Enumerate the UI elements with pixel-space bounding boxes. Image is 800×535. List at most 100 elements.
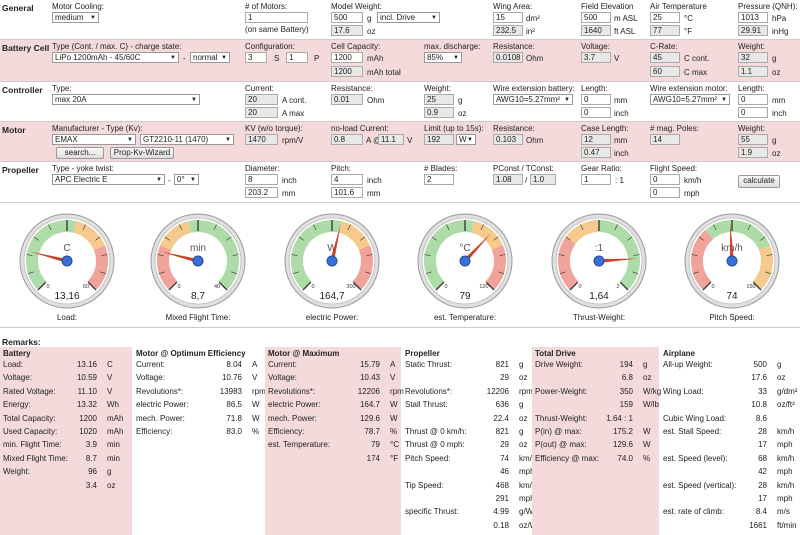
length1-input[interactable]: 0 [581,94,611,105]
wire-motor-select[interactable]: AWG10=5.27mm² [650,94,730,105]
c-rate-max-unit: C max [684,68,708,77]
prop-type-select[interactable]: APC Electric E [52,174,165,185]
remarks-column-title: Total Drive [535,349,576,358]
remarks-row-unit: oz [643,373,652,383]
gauge-tick [37,281,47,291]
gauge-tick [614,224,618,230]
field-elevation-ft-unit: ft ASL [614,27,636,36]
diameter-mm-unit: mm [282,189,296,198]
remarks-row-value: 1020 [79,426,97,436]
remarks-row: Pitch Speed: 74 km/h [405,453,536,467]
remarks-row: est. rate of climb: 8.4 m/s [663,507,797,520]
remarks-row-unit: min [107,440,120,450]
gauge-zone [87,245,108,290]
remarks-column-title: Propeller [405,349,440,358]
pitch-mm[interactable]: 101.6 [331,187,363,198]
gauge-tick [702,281,712,291]
wire-battery-select[interactable]: AWG10=5.27mm² [493,94,573,105]
gear-ratio-input[interactable]: 1 [581,174,611,185]
model-weight-mode-select[interactable]: incl. Drive [377,12,440,23]
pitch-input[interactable]: 4 [331,174,363,185]
remarks-row-label: Power-Weight: [535,386,588,396]
remarks-row-label: Total Capacity: [3,413,56,423]
pitch-label: Pitch: [331,164,352,173]
c-rate-cont-unit: C cont. [684,54,710,63]
charge-state-select[interactable]: normal [190,52,230,63]
num-motors-input[interactable]: 1 [245,12,308,23]
motor-manufacturer-select[interactable]: EMAX [52,134,136,145]
remarks-heading: Remarks: [2,337,41,347]
max-discharge-select[interactable]: 85% [424,52,462,63]
gauge-hub [61,255,73,267]
blades-input[interactable]: 2 [424,174,454,185]
remarks-row-value: 129.6 [359,413,380,423]
gauge-tick [446,224,450,230]
calculate-button[interactable]: calculate [738,175,780,188]
gauge-tick [101,254,108,256]
remarks-row-value: 164.7 [359,400,380,410]
remarks-row-value: 28 [758,426,767,436]
gauge-caption-flight-time: Mixed Flight Time: [165,313,231,322]
remarks-row-value: 13.16 [76,360,97,369]
remarks-row-unit: V [107,386,113,396]
yoke-twist-select[interactable]: 0° [174,174,199,185]
remarks-row-value: 74 [500,453,509,463]
length2-input[interactable]: 0 [738,94,768,105]
controller-weight-oz: 0.9 [424,107,454,118]
battery-weight-label: Weight: [738,42,765,51]
total-capacity-unit: mAh total [367,68,401,77]
remarks-row-unit: rpm [390,386,404,396]
prop-kv-wizard-button[interactable]: Prop-Kv-Wizard [110,147,174,159]
model-weight-input[interactable]: 500 [331,12,363,23]
gauge-hub [459,255,471,267]
diameter-mm[interactable]: 203.2 [245,187,278,198]
battery-resistance: 0.0108 [493,52,523,63]
model-weight-oz-unit: oz [367,27,376,36]
remarks-row-label: Thrust @ 0 mph: [405,440,465,450]
remarks-row-unit: g [519,400,524,410]
length1-inch[interactable]: 0 [581,107,611,118]
remarks-row-label: Used Capacity: [3,426,58,436]
controller-type-select[interactable]: max 20A [52,94,200,105]
config-p-input[interactable]: 1 [286,52,308,63]
length2-inch[interactable]: 0 [738,107,768,118]
remarks-row-value: 29 [500,373,509,383]
controller-resistance-unit: Ohm [367,96,385,105]
remarks-row-unit: C [107,360,113,369]
pressure-label: Pressure (QNH): [738,2,798,11]
field-elevation-unit: m ASL [614,14,638,23]
cell-capacity-input[interactable]: 1200 [331,52,363,63]
remarks-row-unit: W [252,400,260,410]
remarks-row-value: 12206 [486,386,509,396]
config-s-input[interactable]: 3 [245,52,267,63]
remarks-row-value: 194 [619,360,633,369]
motor-cooling-select[interactable]: medium [52,12,99,23]
motor-type-select[interactable]: GT2210-11 (1470) [140,134,234,145]
gauge-tick [27,271,34,274]
diameter-input[interactable]: 8 [245,174,278,185]
remarks-row: Cubic Wing Load: 8.6 [663,414,797,427]
field-elevation-input[interactable]: 500 [581,12,611,23]
remarks-row-value: 22.4 [493,413,509,423]
c-rate-label: C-Rate: [650,42,678,51]
pconst-value: 1.08 [493,174,523,185]
flight-speed-mph[interactable]: 0 [650,187,680,198]
search-button[interactable]: search... [56,147,104,159]
flight-speed-input[interactable]: 0 [650,174,680,185]
pressure-input[interactable]: 1013 [738,12,768,23]
limit-unit-select[interactable]: W [456,134,476,145]
remarks-row-unit: ft/min [777,520,797,530]
blades-label: # Blades: [424,164,458,173]
air-temp-input[interactable]: 25 [650,12,680,23]
remarks-row: Thrust-Weight: 1.64 : 1 [535,414,656,427]
pressure-unit: hPa [772,14,787,23]
mag-poles-label: # mag. Poles: [650,124,699,133]
wing-area-input[interactable]: 15 [493,12,523,23]
remarks-row-value: 17 [758,440,767,450]
controller-weight: 25 [424,94,454,105]
remarks-row: 1661 ft/min [663,521,797,534]
remarks-row-label: Tip Speed: [405,480,444,490]
gauge-zone [485,245,506,290]
remarks-row: 6.8 oz [535,373,656,386]
battery-type-select[interactable]: LiPo 1200mAh - 45/60C [52,52,179,63]
